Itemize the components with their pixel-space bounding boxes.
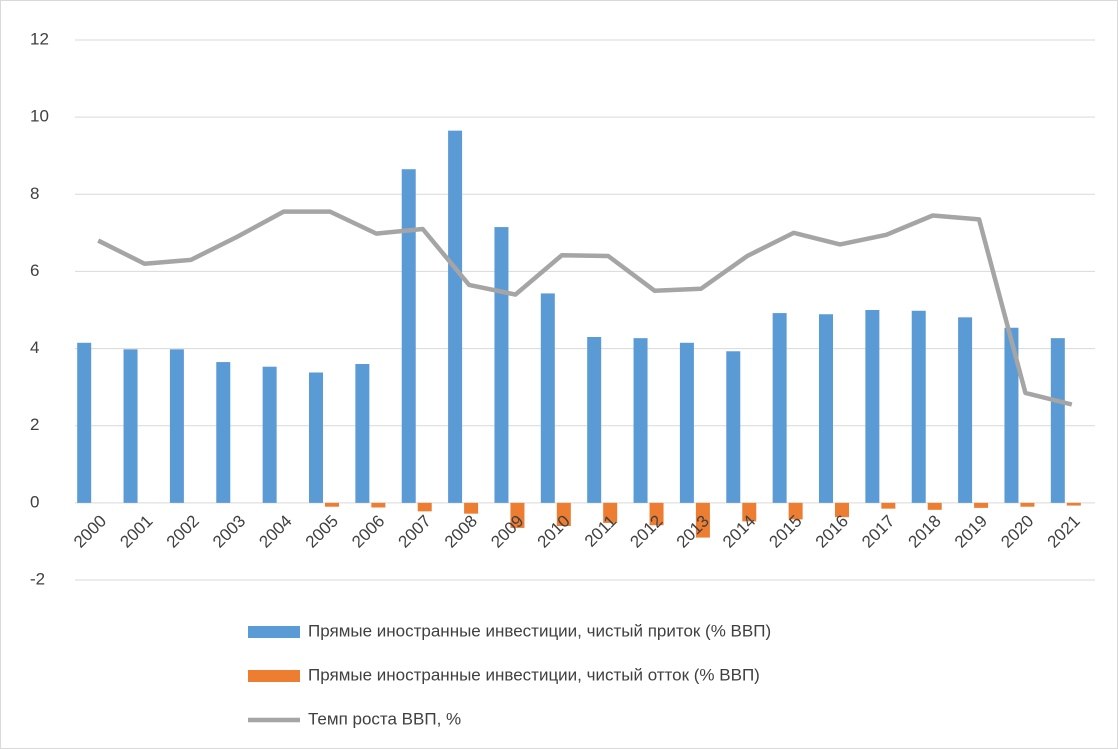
bar: [835, 502, 849, 518]
y-tick-label: 6: [30, 261, 39, 280]
bar: [371, 502, 386, 508]
bar: [448, 130, 463, 503]
y-tick-label: 0: [30, 492, 39, 511]
bar: [325, 502, 339, 507]
bar: [819, 314, 833, 503]
y-tick-label: 10: [30, 107, 49, 126]
y-tick-label: 8: [30, 184, 39, 203]
bar: [540, 293, 555, 503]
bar: [865, 310, 880, 503]
bar: [1050, 338, 1065, 503]
legend-label: Темп роста ВВП, %: [308, 709, 461, 728]
legend-label: Прямые иностранные инвестиции, чистый пр…: [308, 621, 771, 640]
line-series: [97, 209, 1073, 407]
legend-swatch: [248, 626, 300, 638]
bar: [958, 317, 973, 503]
bar: [417, 502, 432, 512]
bar: [649, 502, 664, 526]
bar: [309, 372, 323, 503]
bar: [355, 364, 370, 503]
bar: [633, 338, 648, 503]
bar: [262, 366, 277, 503]
bar: [974, 502, 989, 508]
legend-swatch: [248, 670, 300, 682]
bar: [123, 349, 138, 503]
bar: [1020, 502, 1035, 507]
legend-label: Прямые иностранные инвестиции, чистый от…: [308, 665, 760, 684]
bar: [464, 502, 479, 514]
bar: [510, 502, 525, 528]
bar: [1066, 502, 1081, 506]
bar: [77, 342, 92, 503]
bar: [603, 502, 618, 523]
bar: [695, 502, 710, 538]
bar: [788, 502, 803, 520]
bar: [679, 342, 694, 503]
y-tick-label: -2: [30, 569, 45, 588]
bar: [742, 502, 757, 522]
y-tick-label: 2: [30, 415, 39, 434]
bar: [216, 362, 231, 503]
bar: [494, 227, 509, 503]
bar: [911, 310, 926, 503]
bar: [587, 337, 602, 503]
bar: [556, 502, 571, 526]
bar: [726, 351, 741, 503]
bar: [772, 313, 787, 503]
bar: [1004, 327, 1019, 503]
bar: [927, 502, 942, 510]
bar: [401, 169, 416, 503]
y-tick-label: 4: [30, 338, 39, 357]
bar: [881, 502, 896, 509]
y-tick-label: 12: [30, 29, 49, 48]
bar: [169, 349, 184, 503]
